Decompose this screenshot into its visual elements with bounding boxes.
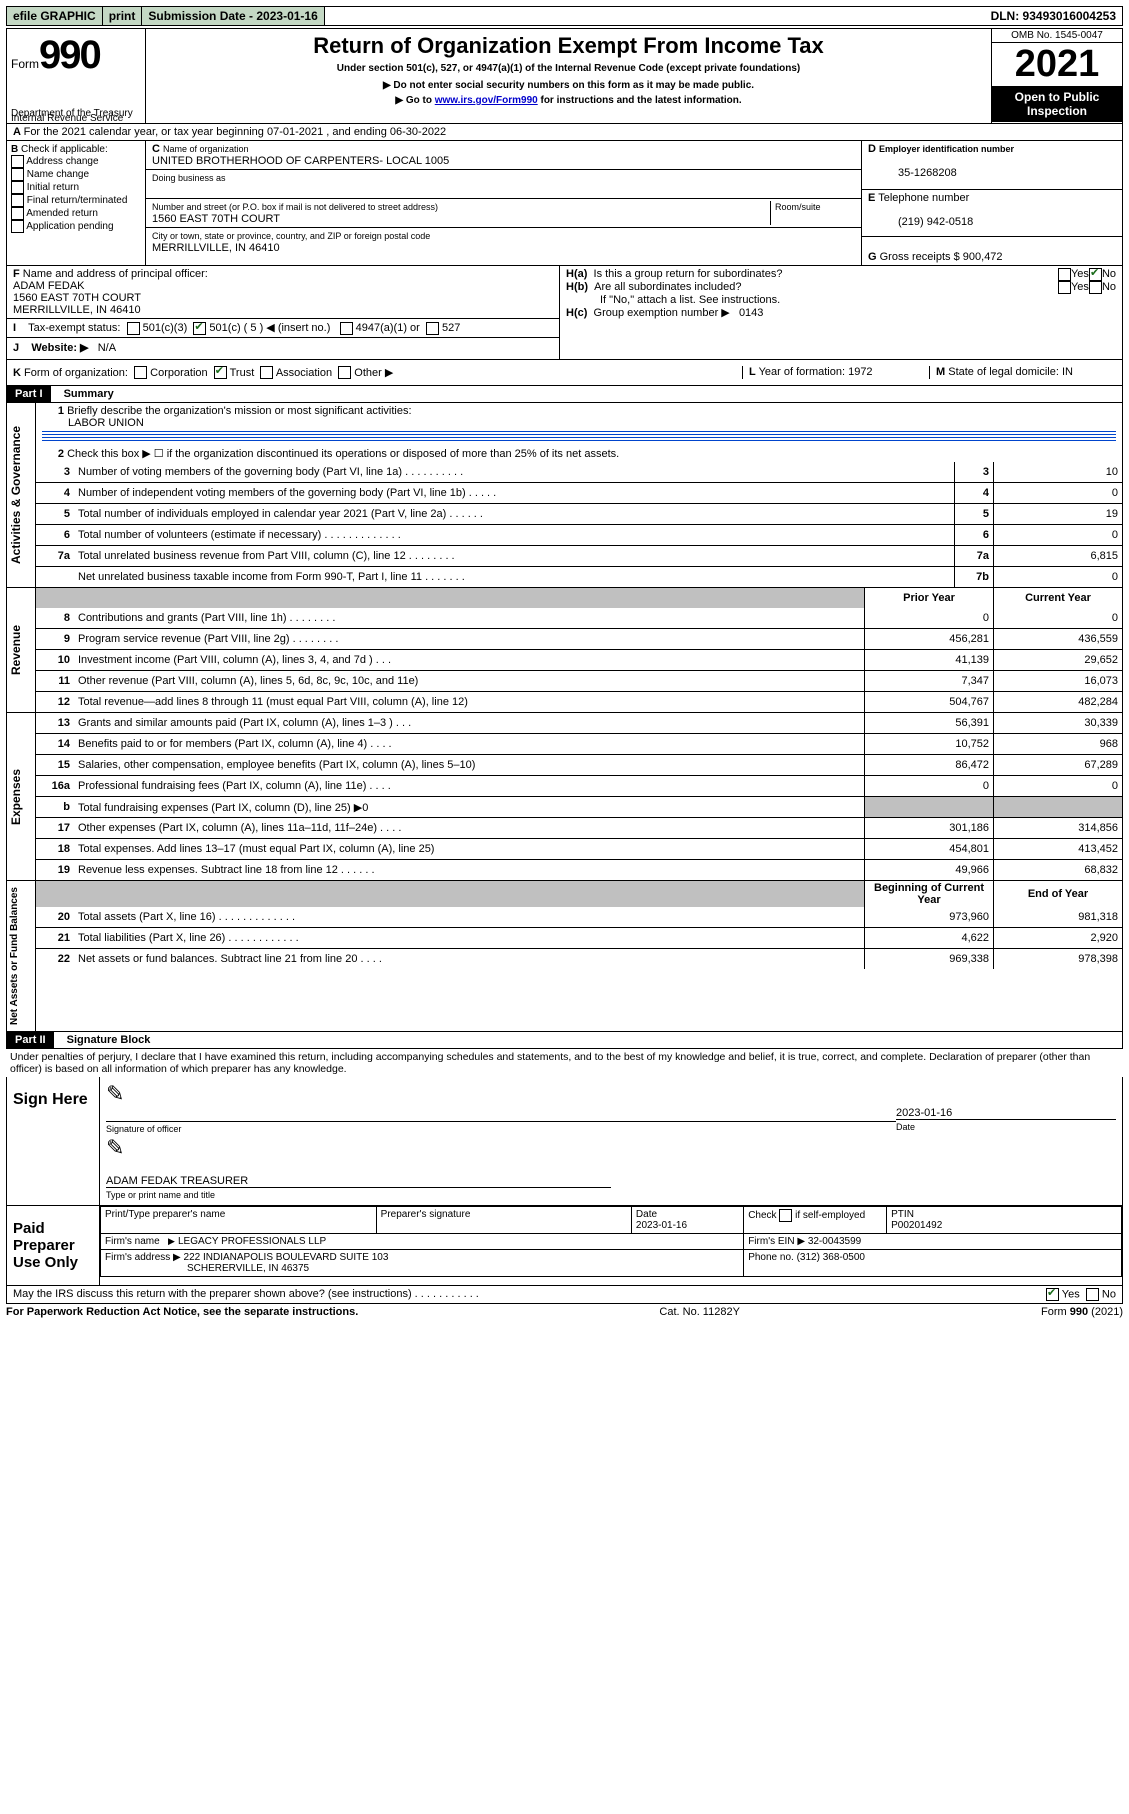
side-governance: Activities & Governance bbox=[7, 403, 36, 587]
subtitle-3: ▶ Go to www.irs.gov/Form990 for instruct… bbox=[156, 95, 981, 106]
submission-date: Submission Date - 2023-01-16 bbox=[142, 7, 324, 25]
part-2-bar: Part II bbox=[7, 1032, 54, 1048]
form-number: 990 bbox=[39, 33, 100, 78]
ptin: P00201492 bbox=[891, 1220, 942, 1231]
year-formation: 1972 bbox=[848, 366, 872, 378]
revenue-table: Prior Year Current Year 8Contributions a… bbox=[36, 588, 1122, 712]
checkbox-trust[interactable] bbox=[214, 366, 227, 379]
top-bar: efile GRAPHIC print Submission Date - 20… bbox=[6, 6, 1123, 26]
subtitle-2: ▶ Do not enter social security numbers o… bbox=[156, 80, 981, 91]
klm-row: K Form of organization: Corporation Trus… bbox=[6, 360, 1123, 387]
tax-year: 2021 bbox=[992, 43, 1122, 86]
org-street: 1560 EAST 70TH COURT bbox=[152, 213, 280, 225]
preparer-date: 2023-01-16 bbox=[636, 1220, 687, 1231]
side-expenses: Expenses bbox=[7, 713, 36, 880]
form-word: Form bbox=[11, 57, 39, 71]
omb-no: OMB No. 1545-0047 bbox=[992, 29, 1122, 43]
footer: For Paperwork Reduction Act Notice, see … bbox=[6, 1304, 1123, 1318]
website: N/A bbox=[98, 342, 116, 354]
paid-preparer-label: Paid Preparer Use Only bbox=[7, 1206, 100, 1285]
net-assets-table: Beginning of Current Year End of Year 20… bbox=[36, 881, 1122, 969]
form-header: Form 990 Department of the Treasury Inte… bbox=[6, 28, 1123, 124]
org-city: MERRILLVILLE, IN 46410 bbox=[152, 242, 280, 254]
dln: DLN: 93493016004253 bbox=[985, 7, 1122, 25]
officer-group-block: F Name and address of principal officer:… bbox=[6, 266, 1123, 360]
org-name: UNITED BROTHERHOOD OF CARPENTERS- LOCAL … bbox=[152, 155, 449, 167]
side-net-assets: Net Assets or Fund Balances bbox=[7, 881, 36, 1031]
ein: 35-1268208 bbox=[868, 167, 957, 179]
paid-preparer-block: Paid Preparer Use Only Print/Type prepar… bbox=[6, 1206, 1123, 1286]
expenses-table: 13Grants and similar amounts paid (Part … bbox=[36, 713, 1122, 880]
subtitle-1: Under section 501(c), 527, or 4947(a)(1)… bbox=[156, 63, 981, 74]
side-revenue: Revenue bbox=[7, 588, 36, 712]
firm-name: LEGACY PROFESSIONALS LLP bbox=[178, 1236, 326, 1247]
irs-link[interactable]: www.irs.gov/Form990 bbox=[435, 95, 538, 106]
officer-name: ADAM FEDAK bbox=[13, 280, 85, 292]
group-exemption-no: 0143 bbox=[739, 307, 763, 319]
form-title: Return of Organization Exempt From Incom… bbox=[156, 33, 981, 59]
state-domicile: IN bbox=[1062, 366, 1073, 378]
checkbox-501c[interactable] bbox=[193, 322, 206, 335]
phone: (219) 942-0518 bbox=[868, 216, 973, 228]
summary-top-table: 3Number of voting members of the governi… bbox=[36, 462, 1122, 587]
box-b: B Check if applicable: Address change Na… bbox=[7, 141, 146, 265]
part-1-bar: Part I bbox=[7, 386, 51, 402]
mission-text: LABOR UNION bbox=[42, 417, 144, 429]
header-fields-block: B Check if applicable: Address change Na… bbox=[6, 141, 1123, 266]
efile-button[interactable]: efile GRAPHIC bbox=[7, 7, 103, 25]
gross-receipts: 900,472 bbox=[963, 251, 1003, 263]
firm-phone: (312) 368-0500 bbox=[797, 1252, 865, 1263]
sign-here-block: Sign Here ✎ Signature of officer 2023-01… bbox=[6, 1077, 1123, 1206]
sign-date: 2023-01-16 bbox=[896, 1107, 952, 1119]
part-1-body: Activities & Governance 1 Briefly descri… bbox=[6, 403, 1123, 588]
declaration-text: Under penalties of perjury, I declare th… bbox=[6, 1049, 1123, 1077]
firm-ein: 32-0043599 bbox=[808, 1236, 861, 1247]
discuss-row: May the IRS discuss this return with the… bbox=[6, 1286, 1123, 1304]
sign-here-label: Sign Here bbox=[7, 1077, 100, 1205]
line-a-tax-year: A For the 2021 calendar year, or tax yea… bbox=[6, 124, 1123, 141]
irs-label: Internal Revenue Service bbox=[11, 113, 123, 124]
print-button[interactable]: print bbox=[103, 7, 143, 25]
signer-name: ADAM FEDAK TREASURER bbox=[106, 1175, 248, 1187]
checkbox-group-no[interactable] bbox=[1089, 268, 1102, 281]
firm-address: 222 INDIANAPOLIS BOULEVARD SUITE 103 bbox=[184, 1252, 389, 1263]
open-inspection: Open to Public Inspection bbox=[992, 86, 1122, 122]
checkbox-discuss-yes[interactable] bbox=[1046, 1288, 1059, 1301]
